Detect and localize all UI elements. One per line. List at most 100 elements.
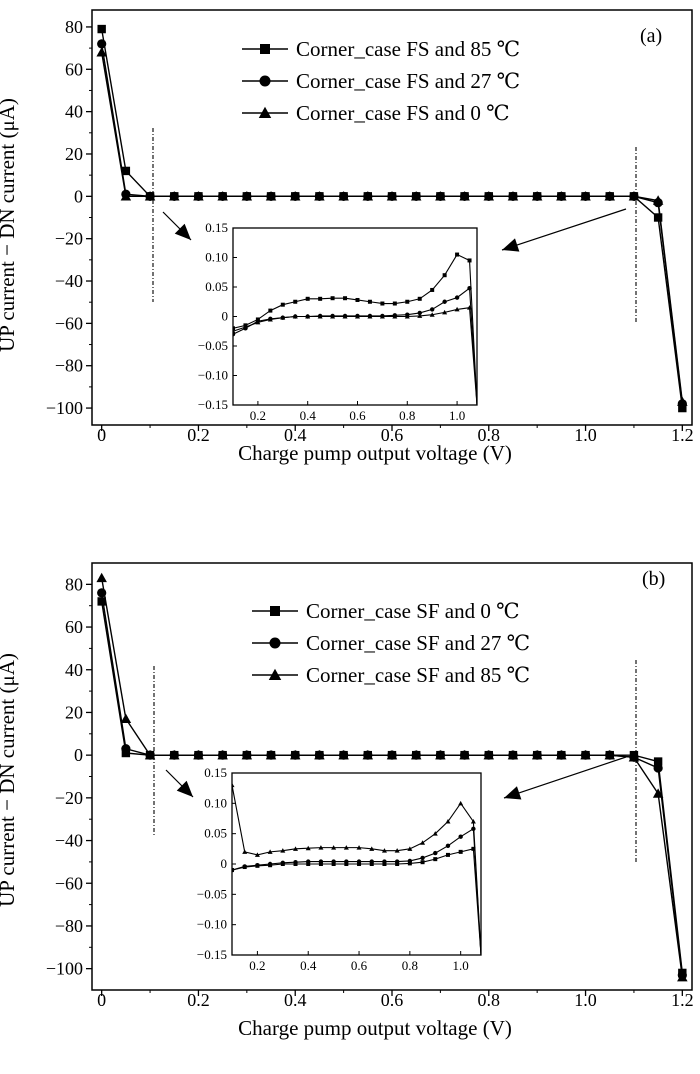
data-point <box>169 749 180 760</box>
inset-data-point <box>292 314 298 319</box>
data-point <box>556 191 567 201</box>
y-tick-label: 60 <box>65 617 83 637</box>
inset-data-point <box>394 859 400 864</box>
inset-data-point <box>356 845 362 850</box>
inset-y-tick-label: 0.05 <box>204 826 227 841</box>
inset-y-tick-label: −0.15 <box>198 397 228 412</box>
y-tick-label: −20 <box>55 788 83 808</box>
arrow-head <box>504 786 522 800</box>
legend-swatch <box>252 637 298 649</box>
legend-label: Corner_case FS and 0 ℃ <box>296 101 510 125</box>
inset-data-point <box>458 834 463 839</box>
inset-data-point <box>344 862 349 866</box>
arrow-head <box>174 223 191 240</box>
inset-data-point <box>442 273 447 278</box>
inset-data-point <box>318 845 324 850</box>
inset-data-point <box>242 324 248 330</box>
inset-data-point <box>379 314 385 319</box>
data-point <box>96 47 107 57</box>
inset-data-point <box>318 862 323 866</box>
inset-series-square <box>233 252 477 405</box>
legend-label: Corner_case SF and 0 ℃ <box>306 599 520 623</box>
data-point <box>483 191 495 201</box>
data-point <box>96 572 107 583</box>
data-point <box>338 749 349 760</box>
data-point <box>653 213 663 222</box>
legend-label: Corner_case SF and 85 ℃ <box>306 663 530 687</box>
data-point <box>144 191 156 201</box>
y-tick-label: −20 <box>55 229 83 249</box>
inset-data-point <box>267 849 273 854</box>
data-point <box>193 191 204 201</box>
inset-y-tick-label: −0.15 <box>197 947 227 962</box>
legend: Corner_case FS and 85 ℃ Corner_case FS a… <box>296 37 520 125</box>
inset-y-tick-label: 0.10 <box>204 795 227 810</box>
data-point <box>289 749 301 760</box>
inset-y-tick-label: −0.10 <box>197 917 227 932</box>
inset-data-point <box>392 314 398 319</box>
data-point <box>459 749 470 760</box>
y-tick-label: 80 <box>65 574 83 594</box>
data-point <box>604 749 615 760</box>
legend-swatch <box>252 668 298 680</box>
x-tick-label: 0.2 <box>187 990 210 1010</box>
data-point <box>435 191 446 201</box>
data-point <box>121 166 131 176</box>
inset-data-point <box>381 848 387 853</box>
chart-panel-a: (a) Charge pump output voltage (V) UP cu… <box>0 9 694 465</box>
inset-data-point <box>280 848 286 853</box>
data-point <box>169 191 180 201</box>
inset-data-point <box>392 301 397 306</box>
inset-data-point <box>369 846 375 851</box>
legend-swatch <box>242 44 288 54</box>
x-axis-title: Charge pump output voltage (V) <box>238 441 512 465</box>
inset-x-tick-label: 0.4 <box>300 958 317 973</box>
x-tick-label: 0.4 <box>284 990 307 1010</box>
data-point <box>677 971 688 982</box>
inset-data-point <box>420 860 425 865</box>
inset-data-point <box>293 846 299 851</box>
x-tick-label: 1.2 <box>671 990 694 1010</box>
inset-data-point <box>430 287 435 292</box>
inset-data-point <box>367 299 372 304</box>
x-tick-label: 0.8 <box>478 990 501 1010</box>
y-tick-label: −40 <box>55 831 83 851</box>
inset-data-point <box>420 840 426 845</box>
data-point <box>580 191 591 201</box>
inset-data-point <box>343 845 349 850</box>
data-point <box>241 749 253 760</box>
data-point <box>653 757 663 766</box>
inset-data-point <box>417 310 422 316</box>
inset-x-tick-label: 0.6 <box>351 958 368 973</box>
inset-data-point <box>467 258 472 263</box>
legend-label: Corner_case SF and 27 ℃ <box>306 631 530 655</box>
y-tick-label: −80 <box>55 356 83 376</box>
inset-data-point <box>382 859 387 864</box>
y-tick-label: −80 <box>55 916 83 936</box>
inset-data-point <box>445 852 450 857</box>
data-point <box>386 191 398 201</box>
inset-data-point <box>433 857 438 862</box>
inset-data-point <box>306 862 311 866</box>
inset-data-point <box>445 819 451 824</box>
data-point <box>121 744 131 754</box>
data-point <box>507 749 519 760</box>
legend-item: Corner_case FS and 0 ℃ <box>296 101 510 125</box>
pointer-arrow <box>501 208 627 251</box>
legend-item: Corner_case SF and 0 ℃ <box>306 599 520 623</box>
data-point <box>265 749 277 760</box>
inset-data-point <box>305 296 310 301</box>
data-point <box>97 39 107 49</box>
inset-data-point <box>331 845 337 850</box>
data-point <box>362 749 374 760</box>
inset-x-tick-label: 0.2 <box>250 408 266 423</box>
inset-data-point <box>355 297 360 302</box>
legend-marker <box>258 106 272 118</box>
data-point <box>628 752 640 762</box>
inset-data-point <box>404 314 410 319</box>
legend-swatch <box>242 75 288 87</box>
y-tick-label: 20 <box>65 702 83 722</box>
inset-y-tick-label: 0.15 <box>204 765 227 780</box>
inset-data-point <box>417 296 422 301</box>
